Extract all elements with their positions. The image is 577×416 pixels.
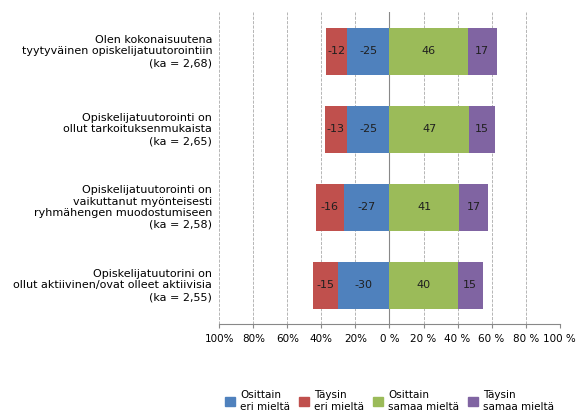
Text: 46: 46 — [422, 47, 436, 57]
Bar — [459, 184, 488, 231]
Text: 15: 15 — [475, 124, 489, 134]
Bar — [325, 106, 347, 153]
Text: 17: 17 — [467, 203, 481, 213]
Text: -30: -30 — [355, 280, 373, 290]
Bar — [327, 28, 347, 75]
Bar — [458, 262, 483, 309]
Text: 17: 17 — [475, 47, 489, 57]
Legend: Osittain
eri mieltä, Täysin
eri mieltä, Osittain
samaa mieltä, Täysin
samaa miel: Osittain eri mieltä, Täysin eri mieltä, … — [220, 386, 559, 416]
Bar — [338, 262, 389, 309]
Bar — [347, 28, 389, 75]
Text: 40: 40 — [417, 280, 430, 290]
Bar — [468, 28, 497, 75]
Text: -15: -15 — [317, 280, 335, 290]
Text: 47: 47 — [422, 124, 437, 134]
Bar — [389, 28, 468, 75]
Text: -25: -25 — [359, 47, 377, 57]
Bar — [470, 106, 495, 153]
Bar — [389, 184, 459, 231]
Text: -12: -12 — [328, 47, 346, 57]
Bar — [313, 262, 338, 309]
Bar — [343, 184, 389, 231]
Bar — [347, 106, 389, 153]
Text: -27: -27 — [357, 203, 376, 213]
Text: -16: -16 — [321, 203, 339, 213]
Text: 41: 41 — [417, 203, 432, 213]
Text: -25: -25 — [359, 124, 377, 134]
Text: 15: 15 — [463, 280, 477, 290]
Bar — [389, 106, 470, 153]
Text: -13: -13 — [327, 124, 345, 134]
Bar — [316, 184, 343, 231]
Bar — [389, 262, 458, 309]
